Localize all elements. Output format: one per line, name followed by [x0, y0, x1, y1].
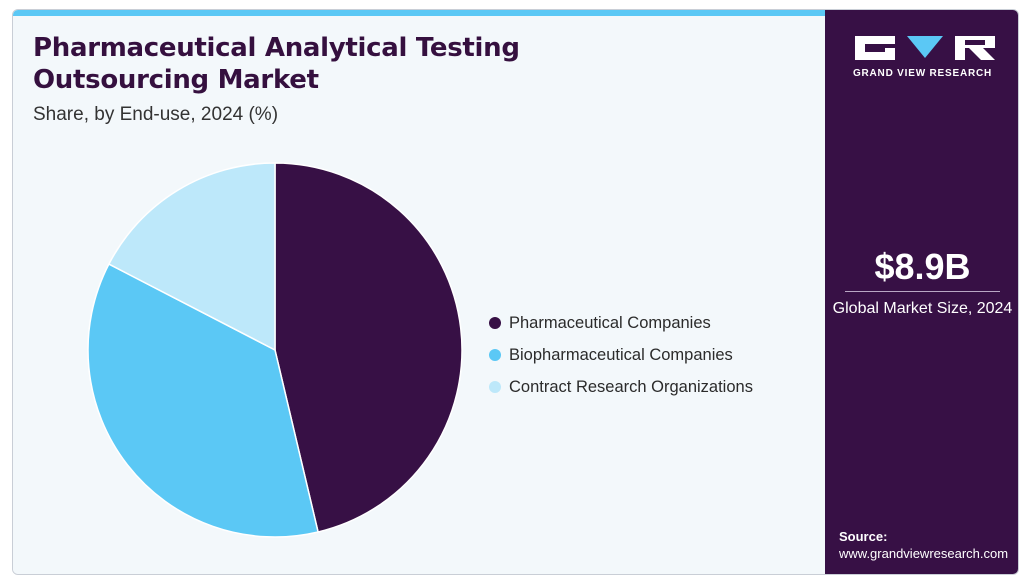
- source-url[interactable]: www.grandviewresearch.com: [839, 546, 1009, 561]
- legend-item: Contract Research Organizations: [489, 371, 753, 403]
- legend-item: Pharmaceutical Companies: [489, 307, 753, 339]
- legend-swatch: [489, 349, 501, 361]
- logo-text: GRAND VIEW RESEARCH: [852, 68, 993, 79]
- chart-panel: Pharmaceutical Analytical Testing Outsou…: [13, 10, 825, 574]
- divider: [845, 291, 1000, 292]
- legend-item: Biopharmaceutical Companies: [489, 339, 753, 371]
- sidebar-panel: GRAND VIEW RESEARCH $8.9B Global Market …: [825, 10, 1018, 574]
- chart-title: Pharmaceutical Analytical Testing Outsou…: [33, 33, 520, 95]
- pie-slice-contract-research-organizations: [107, 162, 276, 352]
- pie-chart: [87, 162, 463, 538]
- gvr-logo-icon: [855, 36, 995, 60]
- legend-label: Biopharmaceutical Companies: [509, 345, 733, 364]
- legend-swatch: [489, 381, 501, 393]
- source-label: Source:: [839, 529, 888, 544]
- legend-label: Contract Research Organizations: [509, 377, 753, 396]
- market-size-label: Global Market Size, 2024: [832, 300, 1013, 317]
- pie-slice-biopharmaceutical-companies: [87, 263, 319, 538]
- market-size-value: $8.9B: [874, 246, 971, 287]
- legend-swatch: [489, 317, 501, 329]
- pie-slice-pharmaceutical-companies: [274, 162, 463, 533]
- accent-bar: [13, 10, 825, 16]
- chart-legend: Pharmaceutical Companies Biopharmaceutica…: [489, 307, 753, 403]
- infographic-card: Pharmaceutical Analytical Testing Outsou…: [12, 9, 1019, 575]
- legend-label: Pharmaceutical Companies: [509, 313, 711, 332]
- chart-subtitle: Share, by End-use, 2024 (%): [33, 104, 279, 125]
